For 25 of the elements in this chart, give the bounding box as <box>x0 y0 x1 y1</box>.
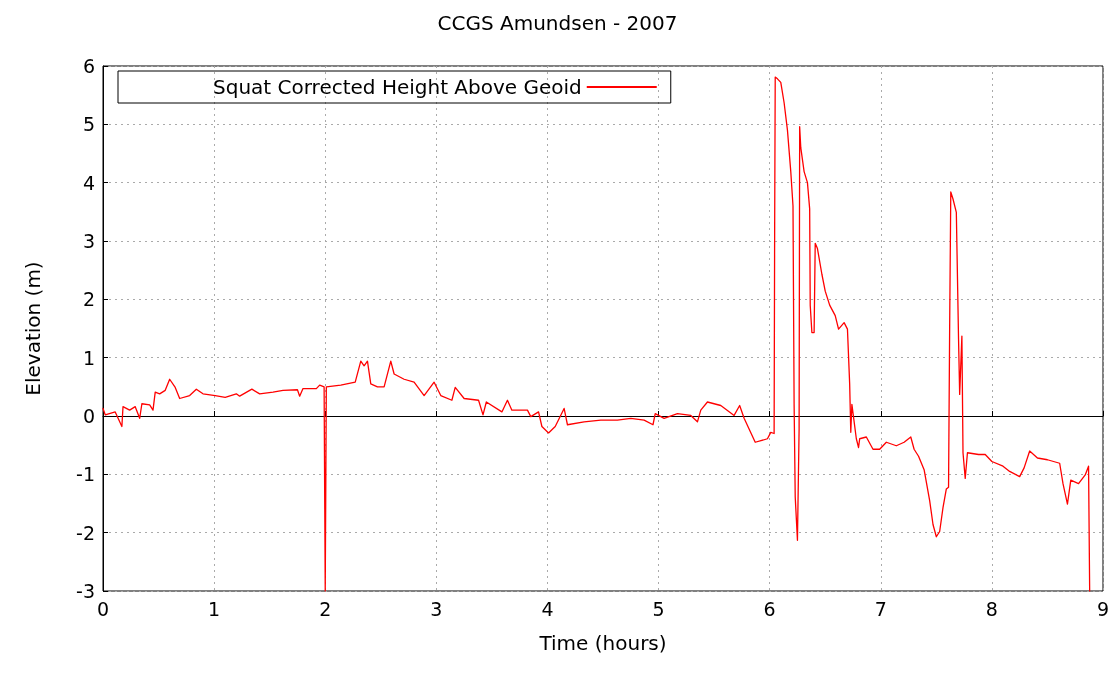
y-tick-label: 0 <box>82 405 95 427</box>
x-tick-label: 8 <box>985 597 998 620</box>
y-tick-label: 2 <box>82 288 95 311</box>
x-tick-label: 6 <box>763 597 776 620</box>
x-tick-label: 9 <box>1096 597 1110 620</box>
y-tick-label: 4 <box>82 171 95 194</box>
legend-label: Squat Corrected Height Above Geoid <box>213 75 582 99</box>
y-tick-label: 6 <box>82 55 95 77</box>
x-tick-label: 5 <box>652 597 665 620</box>
chart-title: CCGS Amundsen - 2007 <box>437 11 678 35</box>
line-series <box>102 76 1091 592</box>
x-tick-label: 0 <box>96 597 110 620</box>
x-tick-label: 3 <box>430 597 443 620</box>
y-tick-label: 1 <box>82 346 95 369</box>
x-tick-label: 4 <box>541 597 554 620</box>
x-tick-label: 2 <box>319 597 332 620</box>
y-tick-label: -2 <box>76 521 95 544</box>
x-tick-label: 7 <box>874 597 887 620</box>
y-tick-label: -3 <box>76 580 95 602</box>
y-tick-label: 5 <box>82 113 95 136</box>
y-axis-title: Elevation (m) <box>21 261 45 396</box>
y-tick-label: -1 <box>76 463 95 486</box>
x-axis-title: Time (hours) <box>538 631 667 655</box>
y-tick-label: 3 <box>82 230 95 252</box>
x-tick-label: 1 <box>208 597 221 620</box>
